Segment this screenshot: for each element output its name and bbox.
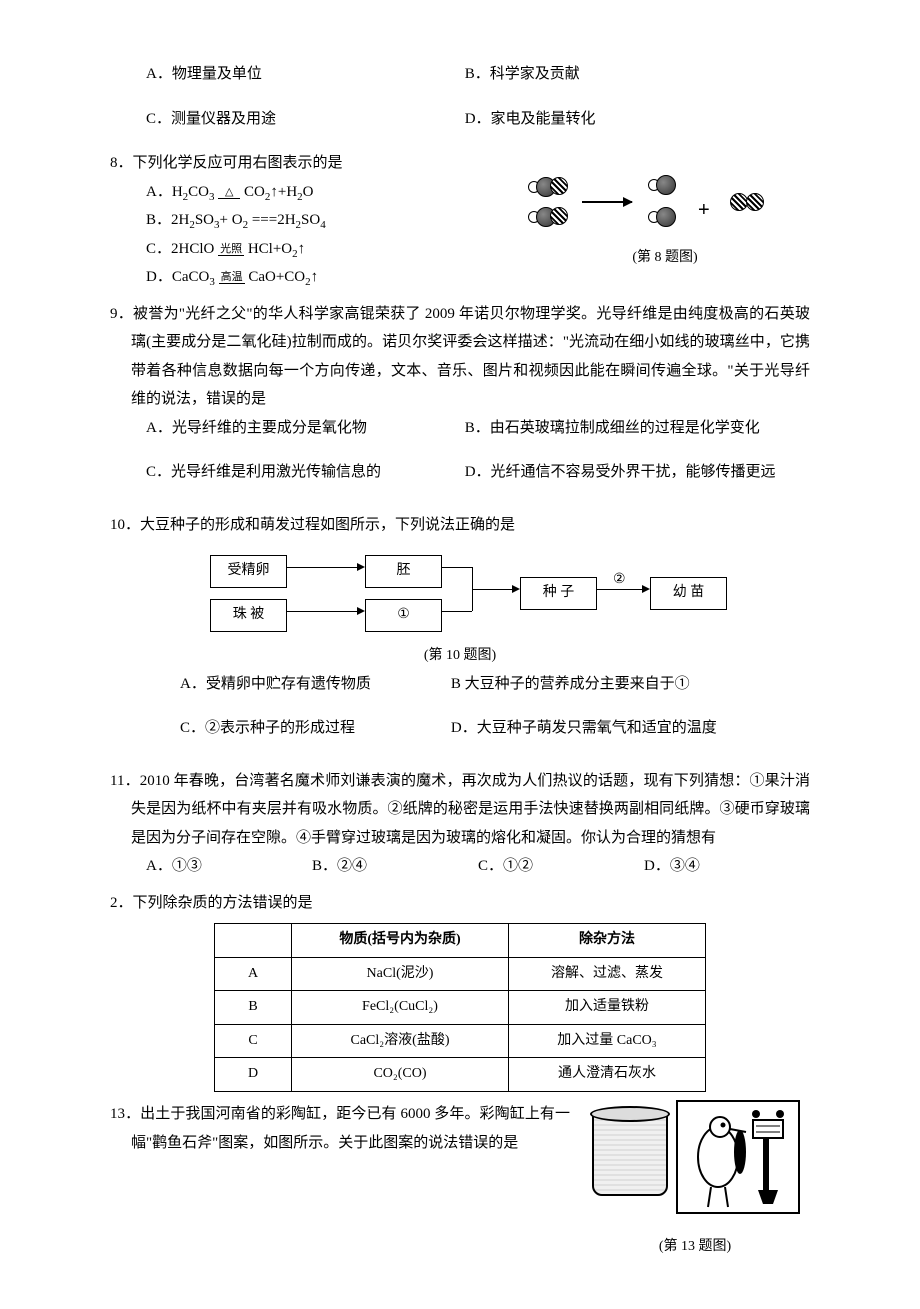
atom-icon (550, 177, 568, 195)
table-row: DCO₂(CO)通人澄清石灰水 (215, 1058, 706, 1092)
q8-diagram: + (520, 171, 800, 241)
atom-icon (656, 175, 676, 195)
q10-option-c: C．②表示种子的形成过程 (180, 714, 451, 743)
flow-box-blank1: ① (365, 599, 442, 632)
q10-option-a: A．受精卵中贮存有遗传物质 (180, 670, 451, 699)
q12-td: NaCl(泥沙) (292, 957, 509, 991)
q12-stem: 2．下列除杂质的方法错误的是 (110, 889, 810, 918)
q12-td: D (215, 1058, 292, 1092)
flow-box-fertilized-egg: 受精卵 (210, 555, 287, 588)
q9-option-d: D．光纤通信不容易受外界干扰，能够传播更远 (465, 458, 784, 487)
q7-option-b: B．科学家及贡献 (465, 60, 784, 89)
q10-caption: (第 10 题图) (110, 643, 810, 670)
q12-td: 通人澄清石灰水 (509, 1058, 706, 1092)
reaction-arrow-icon (582, 201, 632, 203)
q9-option-c: C．光导纤维是利用激光传输信息的 (146, 458, 465, 487)
q12-td: 加入适量铁粉 (509, 991, 706, 1025)
q12: 2．下列除杂质的方法错误的是 物质(括号内为杂质)除杂方法ANaCl(泥沙)溶解… (110, 889, 810, 1092)
flow-box-seedling: 幼 苗 (650, 577, 727, 610)
q7-option-a: A．物理量及单位 (146, 60, 465, 89)
atom-icon (550, 207, 568, 225)
q10-option-b: B 大豆种子的营养成分主要来自于① (451, 670, 798, 699)
q9-stem: 9．被誉为"光纤之父"的华人科学家高锟荣获了 2009 年诺贝尔物理学奖。光导纤… (110, 300, 810, 414)
q12-td: CaCl₂溶液(盐酸) (292, 1024, 509, 1058)
q11-option-c: C．①② (478, 852, 644, 881)
table-row: CCaCl₂溶液(盐酸)加入过量 CaCO₃ (215, 1024, 706, 1058)
q9-option-b: B．由石英玻璃拉制成细丝的过程是化学变化 (465, 414, 784, 443)
q12-td: C (215, 1024, 292, 1058)
q8-stem: 8．下列化学反应可用右图表示的是 (110, 149, 520, 178)
flow-box-embryo: 胚 (365, 555, 442, 588)
flow-label-2: ② (613, 567, 626, 594)
q12-td: 溶解、过滤、蒸发 (509, 957, 706, 991)
q8-option-d: D．CaCO3 高温 CaO+CO2↑ (110, 263, 520, 292)
q13-figure (580, 1100, 800, 1230)
q8-option-a: A．H2CO3 △ CO2↑+H2O (110, 178, 520, 207)
flow-box-seed: 种 子 (520, 577, 597, 610)
q11-option-a: A．①③ (146, 852, 312, 881)
q12-td: CO₂(CO) (292, 1058, 509, 1092)
q8-option-c: C．2HClO 光照 HCl+O2↑ (110, 235, 520, 264)
table-row: ANaCl(泥沙)溶解、过滤、蒸发 (215, 957, 706, 991)
atom-icon (746, 193, 764, 211)
q7-option-d: D．家电及能量转化 (465, 105, 784, 134)
q9-option-a: A．光导纤维的主要成分是氧化物 (146, 414, 465, 443)
q12-table: 物质(括号内为杂质)除杂方法ANaCl(泥沙)溶解、过滤、蒸发BFeCl₂(Cu… (214, 923, 706, 1092)
q13-stem: 13．出土于我国河南省的彩陶缸，距今已有 6000 多年。彩陶缸上有一幅"鹳鱼石… (110, 1100, 580, 1157)
q8: 8．下列化学反应可用右图表示的是 A．H2CO3 △ CO2↑+H2O B．2H… (110, 149, 810, 292)
table-row: BFeCl₂(CuCl₂)加入适量铁粉 (215, 991, 706, 1025)
q10: 10．大豆种子的形成和萌发过程如图所示，下列说法正确的是 受精卵 胚 珠 被 ①… (110, 511, 810, 759)
q7-option-c: C．测量仪器及用途 (146, 105, 465, 134)
plus-icon: + (698, 191, 710, 229)
stork-fish-axe-art (676, 1100, 800, 1214)
q13: 13．出土于我国河南省的彩陶缸，距今已有 6000 多年。彩陶缸上有一幅"鹳鱼石… (110, 1100, 810, 1261)
q12-td: B (215, 991, 292, 1025)
q9: 9．被誉为"光纤之父"的华人科学家高锟荣获了 2009 年诺贝尔物理学奖。光导纤… (110, 300, 810, 503)
q10-stem: 10．大豆种子的形成和萌发过程如图所示，下列说法正确的是 (110, 511, 810, 540)
atom-icon (656, 207, 676, 227)
q7-options: A．物理量及单位 B．科学家及贡献 C．测量仪器及用途 D．家电及能量转化 (110, 60, 810, 149)
q11-stem: 11．2010 年春晚，台湾著名魔术师刘谦表演的魔术，再次成为人们热议的话题，现… (110, 767, 810, 853)
pottery-jar-icon (590, 1110, 670, 1205)
q12-td: A (215, 957, 292, 991)
q8-caption: (第 8 题图) (520, 245, 810, 272)
q13-caption: (第 13 题图) (580, 1234, 810, 1261)
q12-td: FeCl₂(CuCl₂) (292, 991, 509, 1025)
q8-option-b: B．2H2SO3+ O2 ===2H2SO4 (110, 206, 520, 235)
q12-th: 物质(括号内为杂质) (292, 924, 509, 958)
q11-option-d: D．③④ (644, 852, 810, 881)
q11-option-b: B．②④ (312, 852, 478, 881)
q12-th: 除杂方法 (509, 924, 706, 958)
flow-box-integument: 珠 被 (210, 599, 287, 632)
q12-th (215, 924, 292, 958)
q10-flowchart: 受精卵 胚 珠 被 ① 种 子 幼 苗 ② (200, 549, 720, 639)
q11: 11．2010 年春晚，台湾著名魔术师刘谦表演的魔术，再次成为人们热议的话题，现… (110, 767, 810, 881)
q10-option-d: D．大豆种子萌发只需氧气和适宜的温度 (451, 714, 798, 743)
q12-td: 加入过量 CaCO₃ (509, 1024, 706, 1058)
